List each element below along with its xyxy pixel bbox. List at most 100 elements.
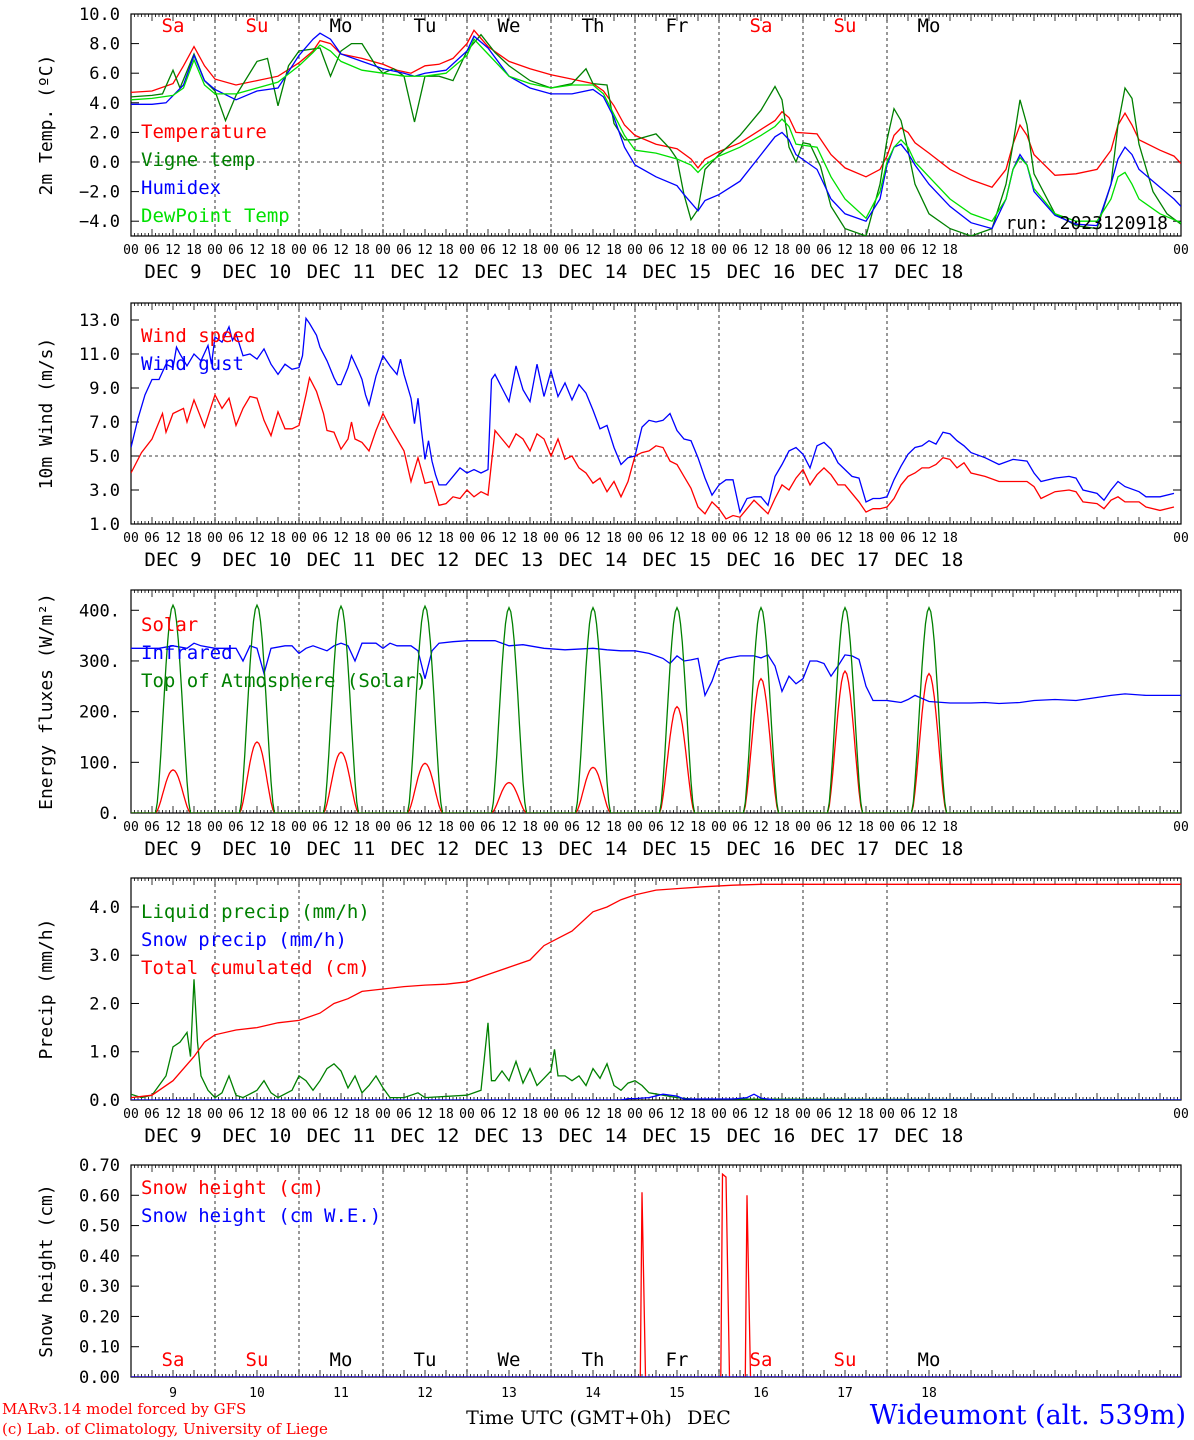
hour-tick-label: 00 xyxy=(879,531,895,546)
hour-tick-label: 00 xyxy=(123,1107,139,1122)
series-line-snow-height-cm- xyxy=(131,1172,1181,1377)
y-tick-label: 10.0 xyxy=(79,5,120,25)
series-line-humidex xyxy=(131,32,1181,230)
date-label: DEC 11 xyxy=(307,261,376,283)
date-label: DEC 11 xyxy=(307,838,376,860)
hour-tick-label: 18 xyxy=(270,820,286,835)
hour-tick-label: 06 xyxy=(816,1107,832,1122)
date-label: DEC 14 xyxy=(559,1125,628,1147)
y-tick-label: 300. xyxy=(79,652,120,672)
hour-tick-label: 12 xyxy=(165,1107,181,1122)
legend-entry: Vigne temp xyxy=(141,149,255,171)
y-tick-label: 0.50 xyxy=(79,1217,120,1237)
hour-tick-label: 12 xyxy=(585,243,601,258)
station-name: Wideumont (alt. 539m) xyxy=(869,1400,1186,1431)
hour-tick-label: 06 xyxy=(312,820,328,835)
panel-temp: −4.0 −2.0 0.0 2.0 4.0 6.0 8.0 10.0 2m Temp. (ºC)… xyxy=(36,5,1189,283)
hour-tick-label: 12 xyxy=(417,1107,433,1122)
hour-tick-label: 12 xyxy=(249,820,265,835)
legend-entry: Top of Atmosphere (Solar) xyxy=(141,670,427,692)
weekday-label: Fr xyxy=(666,15,689,37)
series-line-wind-gust xyxy=(131,316,1175,515)
day-number: 10 xyxy=(249,1386,265,1401)
hour-tick-label: 00 xyxy=(123,531,139,546)
series-line-infrared xyxy=(131,640,1181,705)
hour-tick-label: 06 xyxy=(564,820,580,835)
hour-tick-label: 06 xyxy=(900,1107,916,1122)
hour-tick-label: 06 xyxy=(564,531,580,546)
y-tick-label: 7.0 xyxy=(89,413,120,433)
hour-tick-label: 18 xyxy=(690,1107,706,1122)
hour-tick-label: 12 xyxy=(333,820,349,835)
hour-tick-label: 06 xyxy=(396,531,412,546)
date-label: DEC 9 xyxy=(144,838,201,860)
panel-wind: 1.0 3.0 5.0 7.0 9.0 11.0 13.0 10m Wind (m/s) 00 0… xyxy=(36,302,1189,571)
hour-tick-label: 18 xyxy=(690,531,706,546)
hour-tick-label: 18 xyxy=(942,1107,958,1122)
date-label: DEC 9 xyxy=(144,261,201,283)
hour-tick-label: 06 xyxy=(900,820,916,835)
hour-tick-label: 00 xyxy=(375,820,391,835)
hour-tick-label: 00 xyxy=(627,1107,643,1122)
series-line-total-cumulated-cm- xyxy=(131,883,1181,1099)
hour-tick-label: 00 xyxy=(375,531,391,546)
hour-tick-label: 18 xyxy=(858,531,874,546)
date-label: DEC 14 xyxy=(559,838,628,860)
hour-tick-label: 18 xyxy=(774,243,790,258)
date-label: DEC 12 xyxy=(391,549,460,571)
hour-tick-label: 18 xyxy=(942,820,958,835)
hour-tick-label: 06 xyxy=(396,1107,412,1122)
legend-entry: Snow height (cm W.E.) xyxy=(141,1205,381,1227)
series-group xyxy=(131,883,1181,1100)
hour-tick-label: 18 xyxy=(858,1107,874,1122)
hour-tick-label: 12 xyxy=(921,243,937,258)
hour-tick-label: 06 xyxy=(144,820,160,835)
hour-tick-label: 18 xyxy=(438,820,454,835)
date-label: DEC 17 xyxy=(811,261,880,283)
date-label: DEC 18 xyxy=(895,1125,964,1147)
y-tick-label: 2.0 xyxy=(89,994,120,1014)
hour-tick-label: 18 xyxy=(858,243,874,258)
y-tick-label: 0.40 xyxy=(79,1247,120,1267)
hour-tick-label: 06 xyxy=(564,1107,580,1122)
y-tick-label: 9.0 xyxy=(89,379,120,399)
weekday-label: Sa xyxy=(750,15,773,37)
y-tick-label: 0.00 xyxy=(79,1368,120,1388)
weekday-label: Sa xyxy=(162,15,185,37)
weekday-label: Mo xyxy=(330,15,353,37)
x-axis-month: DEC xyxy=(687,1407,731,1429)
hour-tick-label: 00 xyxy=(795,243,811,258)
hour-tick-label: 12 xyxy=(837,531,853,546)
hour-tick-label: 06 xyxy=(900,243,916,258)
weekday-label: Sa xyxy=(750,1349,773,1371)
date-label: DEC 10 xyxy=(223,1125,292,1147)
date-label: DEC 17 xyxy=(811,1125,880,1147)
panel-snow: 0.00 0.10 0.20 0.30 0.40 0.50 0.60 0.70 Snow hei… xyxy=(36,1156,1182,1388)
y-tick-label: 0. xyxy=(100,804,120,824)
date-label: DEC 12 xyxy=(391,838,460,860)
legend-entry: Total cumulated (cm) xyxy=(141,957,370,979)
weekday-label: Su xyxy=(834,1349,857,1371)
legend-entry: Solar xyxy=(141,614,198,636)
y-tick-label: 4.0 xyxy=(89,94,120,114)
y-axis-label: 2m Temp. (ºC) xyxy=(36,55,57,196)
series-line-wind-speed xyxy=(131,375,1175,520)
legend-entry: Snow precip (mm/h) xyxy=(141,929,347,951)
y-tick-label: 0.0 xyxy=(89,1091,120,1111)
day-number: 14 xyxy=(585,1386,601,1401)
hour-tick-label: 12 xyxy=(501,820,517,835)
y-tick-label: 1.0 xyxy=(89,1043,120,1063)
date-label: DEC 18 xyxy=(895,261,964,283)
hour-tick-label: 00 xyxy=(291,243,307,258)
plot-frame xyxy=(130,13,1182,237)
hour-tick-label: 12 xyxy=(753,820,769,835)
hour-tick-label: 12 xyxy=(165,243,181,258)
y-tick-label: −2.0 xyxy=(79,183,120,203)
hour-tick-label: 00 xyxy=(207,820,223,835)
hour-tick-label: 12 xyxy=(921,820,937,835)
hour-tick-label: 12 xyxy=(669,1107,685,1122)
date-label: DEC 12 xyxy=(391,261,460,283)
legend-entry: Snow height (cm) xyxy=(141,1177,324,1199)
series-group xyxy=(131,1172,1181,1377)
y-tick-label: 0.10 xyxy=(79,1338,120,1358)
